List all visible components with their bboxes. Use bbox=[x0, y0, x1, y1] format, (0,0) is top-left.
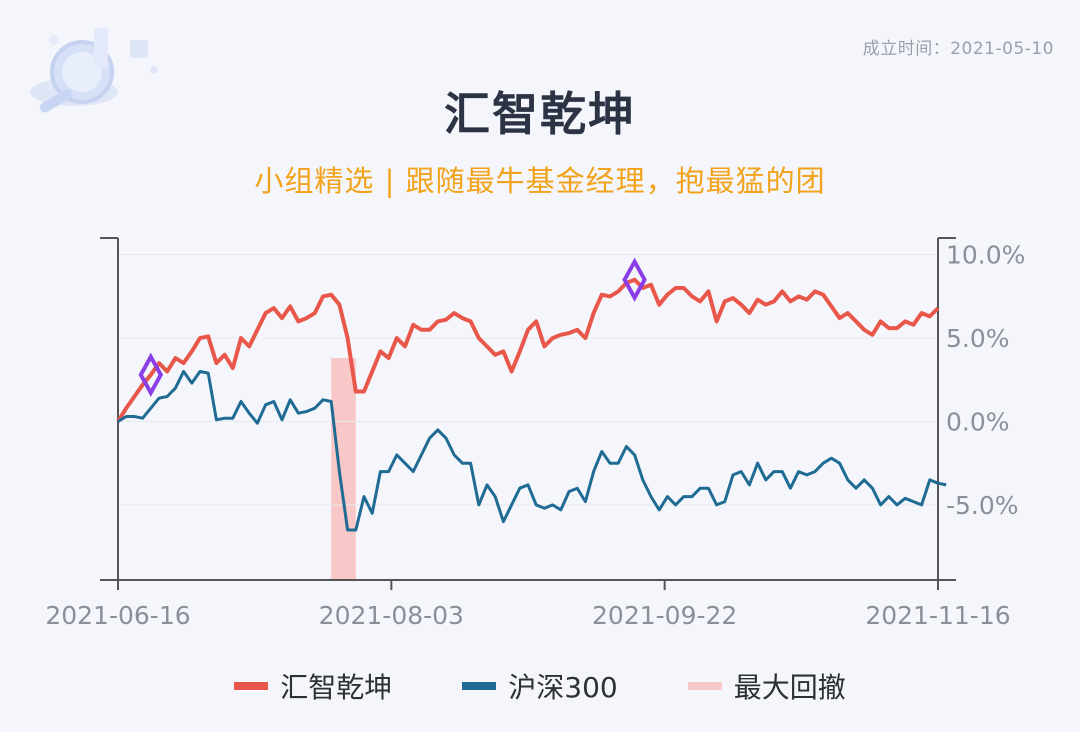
established-date: 成立时间：2021-05-10 bbox=[862, 39, 1054, 59]
fund-line bbox=[116, 277, 940, 423]
legend-label-drawdown: 最大回撤 bbox=[733, 671, 846, 704]
fund-title: 汇智乾坤 bbox=[444, 87, 636, 141]
y-tick-label: 10.0% bbox=[946, 241, 1025, 270]
y-tick-label: -5.0% bbox=[946, 491, 1019, 520]
legend-swatch-drawdown bbox=[687, 682, 722, 690]
diamond-marker bbox=[622, 257, 647, 302]
x-tick-label: 2021-09-22 bbox=[592, 601, 737, 630]
legend-item-drawdown: 最大回撤 bbox=[687, 666, 846, 706]
diamond-marker bbox=[138, 352, 164, 397]
legend-swatch-index bbox=[462, 682, 497, 690]
index-line bbox=[117, 370, 947, 532]
y-tick-label: 5.0% bbox=[946, 324, 1010, 353]
legend-swatch-fund bbox=[234, 682, 269, 690]
max-drawdown-band bbox=[331, 358, 356, 580]
chart-legend: 汇智乾坤 沪深300 最大回撤 bbox=[0, 666, 1080, 706]
x-tick-label: 2021-06-16 bbox=[45, 601, 190, 630]
x-tick-label: 2021-08-03 bbox=[319, 601, 464, 630]
fund-subtitle: 小组精选 | 跟随最牛基金经理，抱最猛的团 bbox=[254, 164, 826, 198]
x-tick-label: 2021-11-16 bbox=[865, 601, 1010, 630]
y-tick-label: 0.0% bbox=[946, 408, 1010, 437]
magnifier-illustration-icon bbox=[30, 28, 158, 113]
legend-item-index: 沪深300 bbox=[462, 666, 618, 706]
legend-label-index: 沪深300 bbox=[508, 671, 618, 704]
performance-chart: 10.0% 5.0% 0.0% -5.0% 2021-06-16 2021-08-03 20… bbox=[45, 237, 1025, 630]
legend-label-fund: 汇智乾坤 bbox=[280, 671, 393, 704]
legend-item-fund: 汇智乾坤 bbox=[234, 666, 392, 706]
